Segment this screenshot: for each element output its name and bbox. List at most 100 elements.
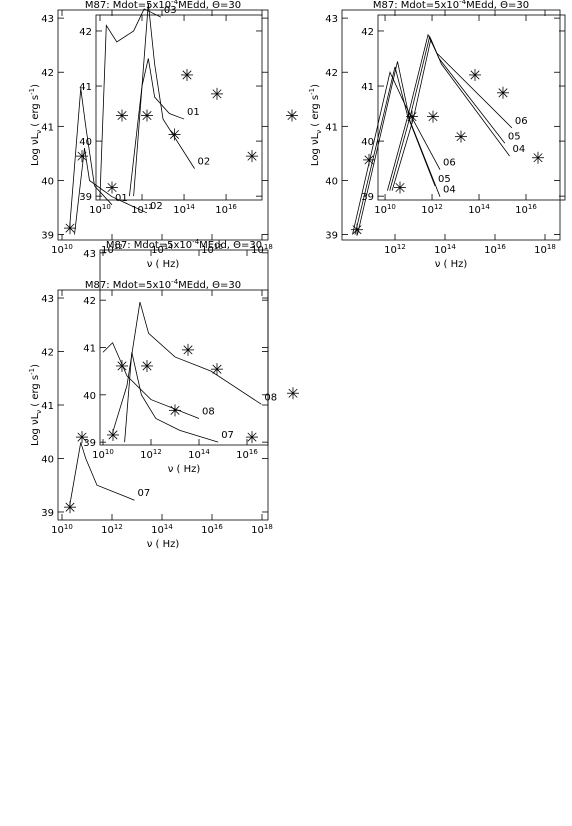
- curve-label: 01: [115, 193, 128, 204]
- curve-label: 01: [187, 107, 200, 118]
- star-stroke: [65, 502, 75, 512]
- x-tick-label: 1010: [51, 243, 73, 256]
- chart-title: M87: Mdot=5x10-4MEdd, Θ=30: [85, 0, 241, 11]
- x-axis-label: ν ( Hz): [147, 259, 180, 270]
- y-tick-label: 42: [361, 27, 374, 38]
- star-stroke: [247, 432, 257, 442]
- x-tick-label: 1014: [151, 523, 173, 536]
- x-tick-label: 1014: [151, 243, 173, 256]
- star-stroke: [65, 223, 75, 233]
- star-stroke: [395, 182, 405, 193]
- model-curve: [74, 147, 148, 235]
- star-stroke: [77, 432, 87, 442]
- x-tick-label: 1016: [201, 523, 223, 536]
- model-curve: [354, 66, 436, 235]
- y-tick-label: 43: [83, 249, 96, 260]
- curve-label: 07: [221, 430, 234, 441]
- model-curve: [352, 71, 441, 235]
- data-star: [141, 109, 153, 122]
- y-tick-label: 41: [41, 122, 54, 133]
- y-tick-label: 41: [361, 82, 374, 93]
- y-tick-label: 40: [79, 137, 92, 148]
- x-tick-label: 1012: [101, 523, 123, 536]
- plot-frame: [377, 14, 566, 201]
- model-curve: [391, 37, 510, 191]
- star-stroke: [288, 388, 298, 398]
- curve-label: 02: [198, 157, 211, 168]
- data-star: [116, 359, 128, 372]
- model-curve: [69, 442, 135, 507]
- chart-title: M87: Mdot=5x10-4MEdd, Θ=30: [85, 278, 241, 291]
- x-tick-label: 1012: [140, 448, 162, 461]
- x-tick-label: 1018: [251, 243, 273, 256]
- data-star: [76, 150, 88, 163]
- model-curve: [129, 58, 185, 197]
- star-stroke: [470, 70, 480, 80]
- data-star: [76, 431, 88, 444]
- model-curve: [387, 33, 513, 191]
- model-curve: [357, 61, 441, 235]
- y-tick-label: 42: [79, 27, 92, 38]
- data-star: [532, 151, 544, 164]
- model-curve: [102, 342, 200, 419]
- x-tick-label: 1014: [173, 203, 195, 216]
- data-star: [246, 431, 258, 444]
- x-tick-label: 1016: [201, 243, 223, 256]
- x-tick-label: 1018: [251, 523, 273, 536]
- y-tick-label: 39: [361, 192, 374, 203]
- star-stroke: [212, 364, 222, 374]
- y-tick-label: 41: [41, 401, 54, 412]
- star-stroke: [170, 405, 180, 415]
- curve-label: 08: [264, 392, 277, 403]
- model-curve: [124, 352, 219, 443]
- data-star: [168, 128, 181, 141]
- star-stroke: [117, 111, 127, 121]
- curve-label: 05: [508, 131, 521, 142]
- curve-label: 04: [443, 185, 456, 196]
- y-axis-label: Log νLν ( erg s-1): [28, 364, 43, 446]
- star-stroke: [142, 361, 152, 371]
- x-tick-label: 1016: [484, 243, 506, 256]
- x-tick-label: 1012: [384, 243, 406, 256]
- star-stroke: [533, 153, 543, 163]
- chart-title: M87: Mdot=5x10-4MEdd, Θ=30: [106, 238, 262, 251]
- curve-label: 07: [138, 488, 151, 499]
- curve-label: 04: [513, 144, 526, 155]
- star-stroke: [428, 112, 438, 122]
- x-tick-label: 1018: [534, 243, 556, 256]
- star-stroke: [117, 361, 127, 371]
- x-tick-label: 1016: [236, 448, 258, 461]
- star-stroke: [287, 111, 297, 121]
- x-tick-label: 1012: [131, 203, 153, 216]
- y-tick-label: 39: [41, 231, 54, 242]
- y-tick-label: 43: [41, 14, 54, 25]
- star-stroke: [108, 430, 118, 440]
- star-stroke: [169, 129, 180, 139]
- curve-label: 03: [164, 5, 177, 16]
- x-axis-label: ν ( Hz): [168, 464, 201, 475]
- x-tick-label: 1012: [421, 203, 443, 216]
- y-tick-label: 42: [41, 68, 54, 79]
- data-star: [394, 181, 406, 194]
- data-star: [246, 150, 258, 163]
- plot-frame: [95, 14, 263, 201]
- y-tick-label: 40: [325, 176, 338, 187]
- star-stroke: [183, 345, 193, 355]
- curve-label: 08: [202, 406, 215, 417]
- y-tick-label: 41: [79, 82, 92, 93]
- y-tick-label: 42: [83, 296, 96, 307]
- curve-label: 06: [443, 158, 456, 169]
- y-tick-label: 39: [325, 231, 338, 242]
- data-star: [211, 363, 223, 376]
- data-star: [181, 68, 193, 81]
- curve-label: 05: [438, 174, 451, 185]
- star-stroke: [77, 151, 87, 161]
- data-star: [287, 387, 299, 400]
- data-star: [64, 501, 76, 514]
- curve-label: 02: [150, 201, 163, 212]
- x-tick-label: 1014: [434, 243, 456, 256]
- y-tick-label: 39: [41, 508, 54, 519]
- curve-label: 06: [515, 116, 528, 127]
